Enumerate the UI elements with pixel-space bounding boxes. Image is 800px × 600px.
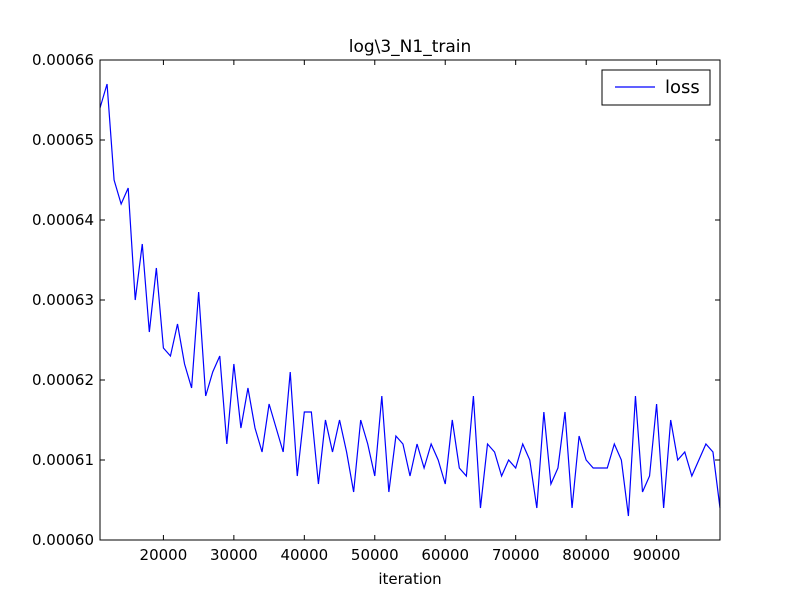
y-tick-label: 0.00062	[32, 371, 94, 389]
x-tick-label: 20000	[140, 546, 188, 564]
x-tick-label: 90000	[633, 546, 681, 564]
plot-frame	[99, 59, 721, 541]
y-tick-label: 0.00061	[32, 451, 94, 469]
y-tick-label: 0.00063	[32, 291, 94, 309]
y-tick-label: 0.00066	[32, 51, 94, 69]
legend: loss	[601, 69, 711, 106]
y-tick-label: 0.00065	[32, 131, 94, 149]
x-axis-label: iteration	[378, 570, 441, 588]
x-tick-label: 60000	[421, 546, 469, 564]
x-tick-label: 30000	[210, 546, 258, 564]
x-tick-label: 70000	[492, 546, 540, 564]
x-tick-label: 50000	[351, 546, 399, 564]
chart-title: log\3_N1_train	[349, 37, 472, 57]
axis-ticks: 20000 30000 40000 50000 60000 70000 80000 90000…	[32, 51, 720, 564]
y-tick-label: 0.00060	[32, 531, 94, 549]
legend-label-loss: loss	[665, 77, 700, 98]
x-tick-label: 80000	[562, 546, 610, 564]
series-line-loss	[99, 83, 721, 517]
plot-area	[99, 83, 721, 517]
x-tick-label: 40000	[280, 546, 328, 564]
y-tick-label: 0.00064	[32, 211, 94, 229]
